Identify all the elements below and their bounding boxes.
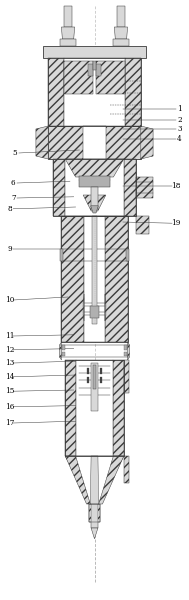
Bar: [88, 64, 93, 76]
Text: 19: 19: [171, 219, 180, 227]
Text: 2: 2: [177, 116, 182, 124]
Polygon shape: [136, 177, 153, 198]
Bar: [65, 360, 76, 456]
Bar: [91, 363, 98, 411]
Bar: [89, 504, 100, 522]
Polygon shape: [83, 195, 106, 210]
Bar: [64, 58, 125, 126]
Text: 5: 5: [13, 149, 17, 157]
Polygon shape: [114, 27, 128, 39]
Polygon shape: [64, 61, 93, 94]
Polygon shape: [90, 456, 99, 504]
Text: 9: 9: [7, 245, 12, 253]
Polygon shape: [105, 294, 106, 321]
Bar: [53, 159, 65, 216]
Polygon shape: [136, 216, 149, 234]
Text: 12: 12: [5, 346, 14, 354]
Bar: [48, 58, 64, 126]
Polygon shape: [60, 342, 61, 360]
Polygon shape: [91, 206, 98, 213]
Text: 16: 16: [5, 403, 14, 411]
Text: 11: 11: [5, 332, 14, 340]
Bar: [53, 159, 136, 216]
Polygon shape: [141, 126, 153, 159]
Bar: [61, 216, 84, 342]
Polygon shape: [124, 360, 129, 393]
Bar: [61, 216, 128, 342]
Bar: [124, 352, 127, 356]
Bar: [60, 249, 63, 261]
Bar: [43, 46, 146, 58]
Bar: [87, 368, 89, 374]
Polygon shape: [65, 456, 124, 504]
Polygon shape: [36, 126, 48, 159]
Text: 7: 7: [11, 194, 15, 202]
Polygon shape: [65, 159, 124, 177]
Bar: [113, 39, 129, 46]
Bar: [62, 345, 65, 350]
Bar: [62, 352, 65, 356]
Bar: [48, 126, 141, 159]
Bar: [87, 377, 89, 383]
Text: 14: 14: [5, 373, 14, 381]
Polygon shape: [128, 342, 129, 360]
Text: 4: 4: [177, 135, 182, 143]
Text: 17: 17: [5, 419, 14, 427]
Bar: [65, 159, 124, 216]
Text: 18: 18: [171, 182, 180, 190]
Polygon shape: [99, 456, 124, 504]
Bar: [96, 64, 101, 76]
Bar: [92, 216, 97, 324]
Bar: [65, 360, 124, 456]
Bar: [84, 216, 105, 342]
Bar: [124, 345, 127, 350]
Polygon shape: [96, 61, 125, 94]
Bar: [79, 176, 110, 187]
Bar: [126, 249, 129, 261]
Text: 15: 15: [5, 387, 14, 395]
Bar: [100, 377, 102, 383]
Polygon shape: [124, 456, 129, 483]
Polygon shape: [91, 528, 98, 539]
Bar: [91, 504, 98, 528]
Bar: [60, 39, 76, 46]
Bar: [125, 58, 141, 126]
Text: 1: 1: [177, 105, 182, 113]
Polygon shape: [61, 27, 75, 39]
Bar: [105, 216, 128, 342]
Text: 13: 13: [5, 359, 14, 367]
Bar: [93, 61, 96, 70]
Bar: [100, 368, 102, 374]
Polygon shape: [83, 294, 84, 321]
Bar: [124, 159, 136, 216]
Bar: [113, 360, 124, 456]
Bar: [89, 504, 100, 522]
Bar: [93, 365, 96, 389]
Bar: [91, 187, 98, 211]
Bar: [83, 126, 106, 159]
Bar: [64, 6, 72, 27]
Text: 6: 6: [11, 179, 15, 187]
Bar: [76, 360, 113, 456]
Bar: [90, 306, 99, 318]
Text: 10: 10: [5, 296, 14, 304]
Bar: [117, 6, 125, 27]
Bar: [48, 58, 141, 126]
Polygon shape: [65, 456, 90, 504]
Text: 8: 8: [7, 205, 12, 213]
Text: 3: 3: [177, 125, 182, 133]
